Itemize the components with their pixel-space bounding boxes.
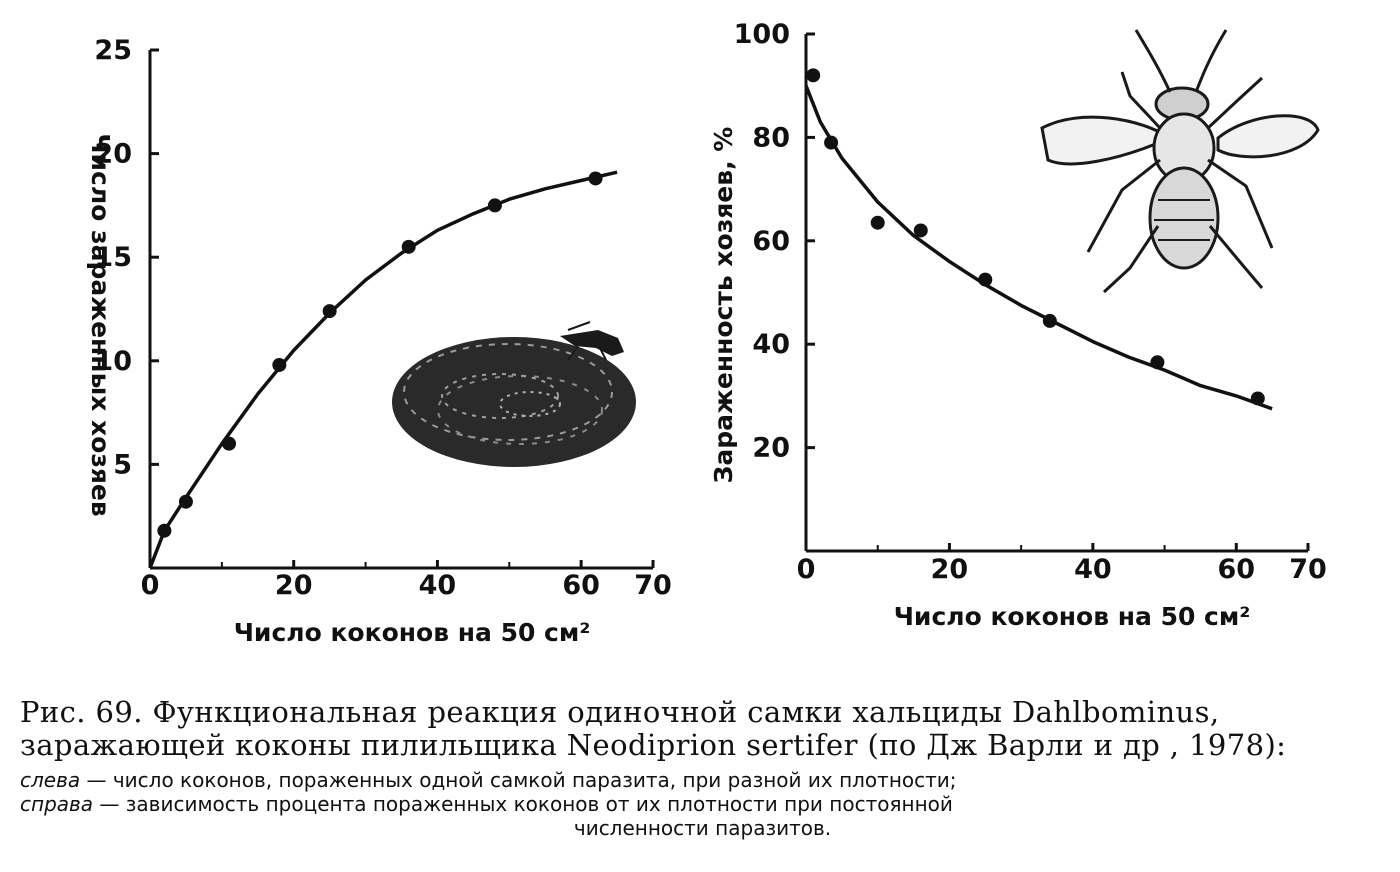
caption-tail: численности паразитов. xyxy=(573,816,832,840)
right-data-point xyxy=(806,68,821,83)
right-y-axis-title: Зараженность хозяев, % xyxy=(709,127,738,484)
right-points xyxy=(806,68,1265,406)
figure-caption: Рис. 69. Функциональная реакция одиночно… xyxy=(20,695,1385,841)
right-y-tick-label: 40 xyxy=(752,329,790,360)
left-x-tick-label: 60 xyxy=(562,570,600,601)
left-data-point xyxy=(157,523,172,538)
left-y-tick-label: 10 xyxy=(94,346,132,377)
left-x-tick-label: 40 xyxy=(419,570,457,601)
right-tick-labels: 0 20 40 60 70 20 40 60 80 100 xyxy=(734,19,1327,585)
left-data-point xyxy=(178,494,193,509)
right-x-tick-label: 40 xyxy=(1074,554,1112,585)
right-data-point xyxy=(913,223,928,238)
left-tick-labels: 0 20 40 60 70 5 10 15 20 25 xyxy=(94,35,671,601)
right-x-tick-label: 60 xyxy=(1217,554,1255,585)
caption-right-text: — зависимость процента пораженных коконо… xyxy=(93,792,953,816)
right-x-tick-label: 70 xyxy=(1289,554,1327,585)
left-x-tick-label: 0 xyxy=(141,570,160,601)
caption-left-text: — число коконов, пораженных одной самкой… xyxy=(80,768,957,792)
right-data-point xyxy=(870,215,885,230)
left-x-axis-title: Число коконов на 50 см² xyxy=(234,618,591,647)
left-points xyxy=(157,171,603,538)
left-data-point xyxy=(588,171,603,186)
right-y-tick-label: 60 xyxy=(752,226,790,257)
left-curve xyxy=(148,170,618,569)
left-y-tick-label: 20 xyxy=(94,139,132,170)
right-y-tick-label: 20 xyxy=(752,433,790,464)
right-axes xyxy=(804,32,1310,553)
chalcid-wasp-icon xyxy=(1040,29,1320,294)
left-y-tick-label: 25 xyxy=(94,35,132,66)
right-x-tick-label: 0 xyxy=(797,554,816,585)
left-y-tick-label: 5 xyxy=(113,449,132,480)
caption-left-label: слева xyxy=(20,768,81,792)
left-y-tick-label: 15 xyxy=(94,242,132,273)
right-y-tick-label: 100 xyxy=(734,19,790,50)
left-data-point xyxy=(222,436,237,451)
left-x-tick-label: 20 xyxy=(275,570,313,601)
left-data-point xyxy=(401,239,416,254)
left-axes xyxy=(148,48,655,570)
left-fitted-line xyxy=(148,170,618,569)
right-data-point xyxy=(1250,391,1265,406)
left-data-point xyxy=(272,357,287,372)
left-data-point xyxy=(322,304,337,319)
right-data-point xyxy=(1150,355,1165,370)
right-fitted-line xyxy=(804,85,1273,411)
caption-right-label: справа xyxy=(20,792,94,816)
cocoon-with-wasp-icon xyxy=(392,321,636,467)
right-data-point xyxy=(978,272,993,287)
left-x-tick-label: 70 xyxy=(634,570,672,601)
left-data-point xyxy=(487,198,502,213)
left-y-axis-title: Число зараженных хозяев xyxy=(86,133,115,516)
right-x-tick-label: 20 xyxy=(931,554,969,585)
right-data-point xyxy=(824,135,839,150)
right-x-axis-title: Число коконов на 50 см² xyxy=(894,602,1251,631)
right-curve xyxy=(804,85,1273,411)
right-data-point xyxy=(1042,313,1057,328)
right-y-tick-label: 80 xyxy=(752,122,790,153)
caption-main: Рис. 69. Функциональная реакция одиночно… xyxy=(20,695,1287,762)
caption-details: слева — число коконов, пораженных одной … xyxy=(20,768,1385,840)
